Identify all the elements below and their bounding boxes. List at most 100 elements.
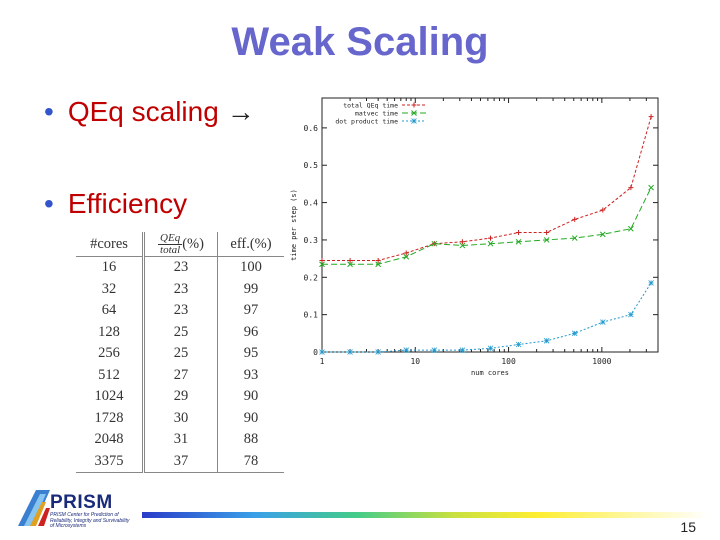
cell-efficiency: 90 [243,388,259,405]
data-point [459,242,466,249]
cell-qeq: 30 [143,407,218,429]
table-row: 128 25 96 [76,321,284,343]
x-tick-label: 1000 [592,357,611,366]
table-row: 64 23 97 [76,300,284,322]
y-tick-label: 0.2 [304,273,319,282]
table-row: 1024 29 90 [76,386,284,408]
series-matvec-time [319,184,654,268]
series-total-QEq-time [319,114,654,263]
weak-scaling-chart: 1 10 100 1000 0 0.1 0.2 0.3 0.4 0.5 0.6 num cores ti… [290,97,659,377]
data-point [600,319,606,325]
logo-wordmark: PRISM [50,492,113,513]
cell-cores: 32 [76,278,145,300]
data-point [431,347,438,353]
data-point [515,238,522,245]
table-row: 1728 30 90 [76,407,284,429]
table-row: 16 23 100 [76,256,284,279]
x-tick-label: 1 [320,357,325,366]
data-point [571,330,578,337]
table-body: 16 23 100 32 23 99 64 23 97 128 25 96 256 25 95 512 27 93… [76,256,284,473]
arrow-right-icon: → [226,96,255,127]
cell-efficiency: 96 [243,323,259,340]
bullet-text: Efficiency [67,188,188,219]
data-point [403,347,410,353]
data-point [411,110,417,116]
cell-efficiency: 93 [243,366,259,383]
table-row: 32 23 99 [76,278,284,300]
y-tick-label: 0 [313,348,318,357]
cell-cores: 1728 [76,407,145,429]
data-point [403,253,410,260]
data-point [628,225,634,232]
data-point [487,345,494,352]
cell-efficiency: 99 [243,280,259,297]
cell-cores: 3375 [76,450,145,473]
cell-cores: 512 [76,364,145,386]
plot-frame [321,97,659,353]
data-point [347,349,353,355]
cell-qeq: 25 [143,343,218,365]
series-line [322,116,652,261]
y-tick-label: 0.5 [304,161,319,170]
legend-entry: matvec time [355,110,398,118]
series-line [322,187,652,265]
slide-title: Weak Scaling [231,20,489,64]
prism-logo-icon [18,490,50,526]
table-row: 2048 31 88 [76,429,284,451]
data-point [319,261,325,268]
x-axis-label: num cores [471,369,509,377]
header-qeq-fraction: QEq total (%) [143,231,218,257]
legend-entry: total QEq time [343,102,398,110]
data-point [571,235,578,241]
data-point [459,347,466,353]
legend-entry: dot product time [335,118,398,126]
data-point [628,185,634,191]
series-dot-product-time [319,280,654,355]
data-point [403,250,409,256]
cell-qeq: 37 [143,450,218,473]
table-header-row: #cores QEq total (%) eff.(%) [76,232,284,257]
data-point [600,207,606,213]
y-tick-label: 0.3 [304,236,319,245]
y-axis-label: time per step (s) [290,189,298,261]
data-point [648,184,654,191]
data-point [431,240,438,247]
bullet-text: QEq scaling [67,96,219,127]
chart-axes: 1 10 100 1000 0 0.1 0.2 0.3 0.4 0.5 0.6 num cores ti… [290,97,659,377]
data-point [515,341,522,348]
y-tick-label: 0.4 [304,199,319,208]
data-point [648,114,654,120]
cell-efficiency: 95 [243,345,259,362]
x-tick-label: 100 [501,357,516,366]
cell-efficiency: 78 [217,450,284,473]
fraction-numerator: QEq [158,231,183,245]
data-point [543,237,550,243]
cell-qeq: 27 [143,364,218,386]
cell-cores: 256 [76,343,145,365]
logo-subtitle: PRISM Center for Prediction of Reliabili… [50,512,130,529]
table-row: 256 25 95 [76,343,284,365]
y-tick-label: 0.6 [304,124,319,133]
page-number: 15 [680,519,696,535]
data-point [411,118,417,124]
data-point [572,216,578,222]
cell-qeq: 29 [143,386,218,408]
data-point [375,257,381,263]
cell-qeq: 31 [143,429,218,451]
data-point [319,349,325,355]
data-point [599,231,606,238]
table-row: 512 27 93 [76,364,284,386]
cell-efficiency: 100 [240,259,262,276]
data-point [628,311,634,318]
cell-cores: 2048 [76,429,145,451]
fraction-denominator: total [160,243,181,256]
bullet-efficiency: • Efficiency [44,188,187,220]
y-tick-label: 0.1 [304,311,319,320]
bullet-dot-icon: • [44,188,54,219]
table-row: 3375 37 78 [76,450,284,473]
data-point [648,280,654,286]
qeq-over-total-fraction: QEq total [158,231,183,256]
cell-qeq: 23 [143,278,218,300]
chart-series [319,114,654,355]
